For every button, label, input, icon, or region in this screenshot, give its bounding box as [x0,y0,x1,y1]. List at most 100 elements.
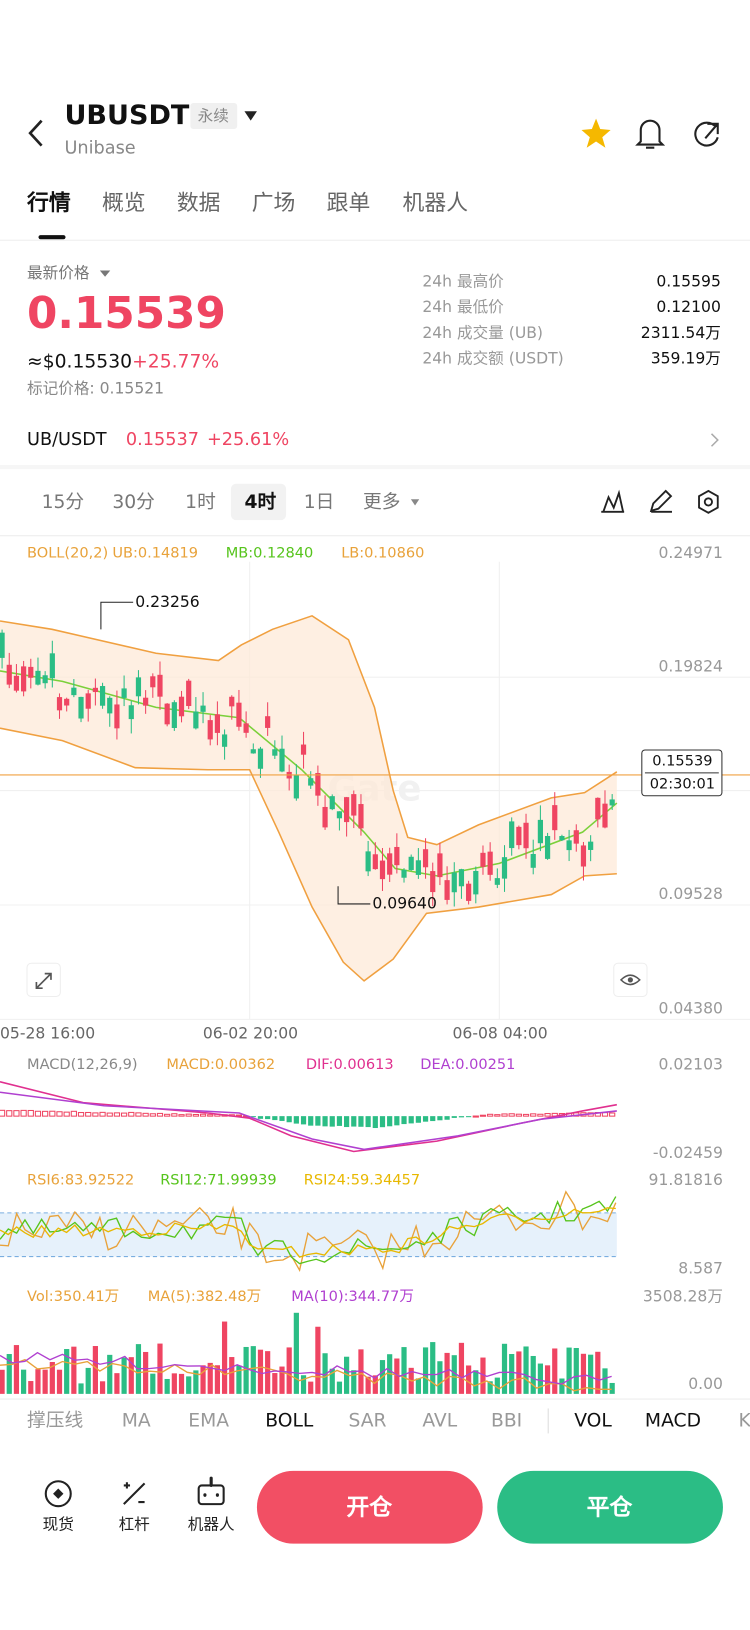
vol-bar [85,1367,91,1394]
indicator-tab[interactable]: EMA [188,1410,229,1431]
macd-bar [430,1116,436,1122]
candle-body [394,846,400,866]
vol-bar [279,1366,285,1394]
alert-icon[interactable] [635,119,666,149]
macd-legend: MACD:0.00362 [166,1056,275,1073]
vol-bar [221,1321,228,1394]
candle-body [401,869,407,878]
spot-icon[interactable] [44,1480,72,1508]
interval[interactable]: 30分 [112,492,155,513]
vol-bar [322,1353,328,1394]
macd-bar [164,1113,171,1117]
macd-bar [13,1110,20,1117]
candle-body [300,744,307,755]
vol-bar [588,1354,594,1394]
close-button[interactable] [497,1470,723,1544]
symbol-dropdown[interactable] [244,111,257,121]
indicator-tab[interactable]: VOL [574,1410,612,1431]
back-button[interactable] [28,119,43,147]
macd-bar [358,1116,364,1127]
tool-label[interactable]: 杠杆 [119,1515,151,1533]
candle-body [365,851,371,872]
open-label[interactable]: 开仓 [346,1494,392,1521]
macd-bar [472,1115,479,1118]
tab[interactable]: 跟单 [327,191,371,216]
margin-icon[interactable] [123,1482,146,1505]
vol-bar [164,1378,170,1394]
candle-body [243,723,249,733]
vol-bar [186,1376,192,1394]
eye-icon [619,974,641,986]
macd-bar [387,1116,393,1127]
close-label[interactable]: 平仓 [587,1494,633,1521]
macd-bar [6,1110,13,1117]
price-dropdown[interactable] [99,270,111,277]
vol-bar [415,1378,421,1394]
indicator-tab[interactable]: 撑压线 [27,1410,83,1431]
indicator-tab[interactable]: MA [122,1410,151,1431]
macd-bar [257,1116,264,1119]
boll-band [0,615,617,981]
macd-bar [42,1110,49,1117]
macd-bar [379,1116,386,1128]
price-label: 最新价格 [27,264,90,282]
tab[interactable]: 广场 [252,191,296,216]
interval[interactable]: 4时 [244,492,276,513]
macd-bar [522,1113,530,1117]
draw-icon[interactable] [649,489,673,513]
vol-bar [300,1375,307,1394]
macd-bar [92,1112,99,1117]
mark-price: 标记价格: 0.15521 [27,380,164,398]
tab[interactable]: 概览 [102,191,146,216]
interval[interactable]: 更多 [363,492,400,513]
tab[interactable]: 机器人 [403,191,469,216]
vol-bar [71,1346,77,1394]
candle-body [544,835,551,859]
vol-bar [566,1347,572,1394]
vol-bar [537,1363,543,1394]
vol-bar [286,1347,292,1394]
candle-body [379,860,386,880]
indicator-tab[interactable]: MACD [645,1410,701,1431]
vol-bar [523,1346,529,1394]
vol-ma-line [0,1358,612,1392]
candle-body [64,698,70,706]
refresh-icon[interactable] [694,121,719,147]
pair-chevron[interactable] [710,433,719,447]
tool-label[interactable]: 现货 [43,1515,74,1533]
indicator-tab[interactable]: SAR [348,1410,386,1431]
open-button[interactable] [256,1470,483,1544]
candle-body [458,869,465,887]
macd-bar [508,1113,515,1117]
tab[interactable]: 数据 [177,191,221,216]
indicator-icon[interactable] [601,489,625,513]
tab[interactable]: 行情 [26,190,71,216]
rsi-band-lines [0,1212,617,1258]
tool-label[interactable]: 机器人 [188,1515,235,1533]
candle-body [78,696,84,719]
interval[interactable]: 15分 [42,492,85,513]
settings-icon[interactable] [698,489,719,514]
vol-bar [329,1368,335,1394]
favorite-icon[interactable] [581,118,611,148]
vol-bar [42,1369,48,1394]
candle-body [537,819,543,844]
interval[interactable]: 1时 [185,492,216,513]
bot-icon[interactable] [197,1484,225,1506]
indicator-tab[interactable]: AVL [422,1410,457,1431]
candle-body [150,676,156,688]
tag-bg [190,102,238,129]
candle-body [42,675,48,684]
candle-body [164,703,170,725]
more-dropdown[interactable] [410,499,420,506]
candle-body [473,870,479,895]
indicator-tab[interactable]: BOLL [265,1410,314,1431]
indicator-tab[interactable]: K [739,1410,750,1431]
vol-bar [272,1373,278,1394]
rsi-y-label: 8.587 [678,1260,723,1278]
indicator-tab[interactable]: BBI [491,1410,522,1431]
candle-body [494,878,500,885]
rsi-line [0,1207,616,1258]
vol-bar [178,1373,185,1394]
interval[interactable]: 1日 [304,492,335,513]
